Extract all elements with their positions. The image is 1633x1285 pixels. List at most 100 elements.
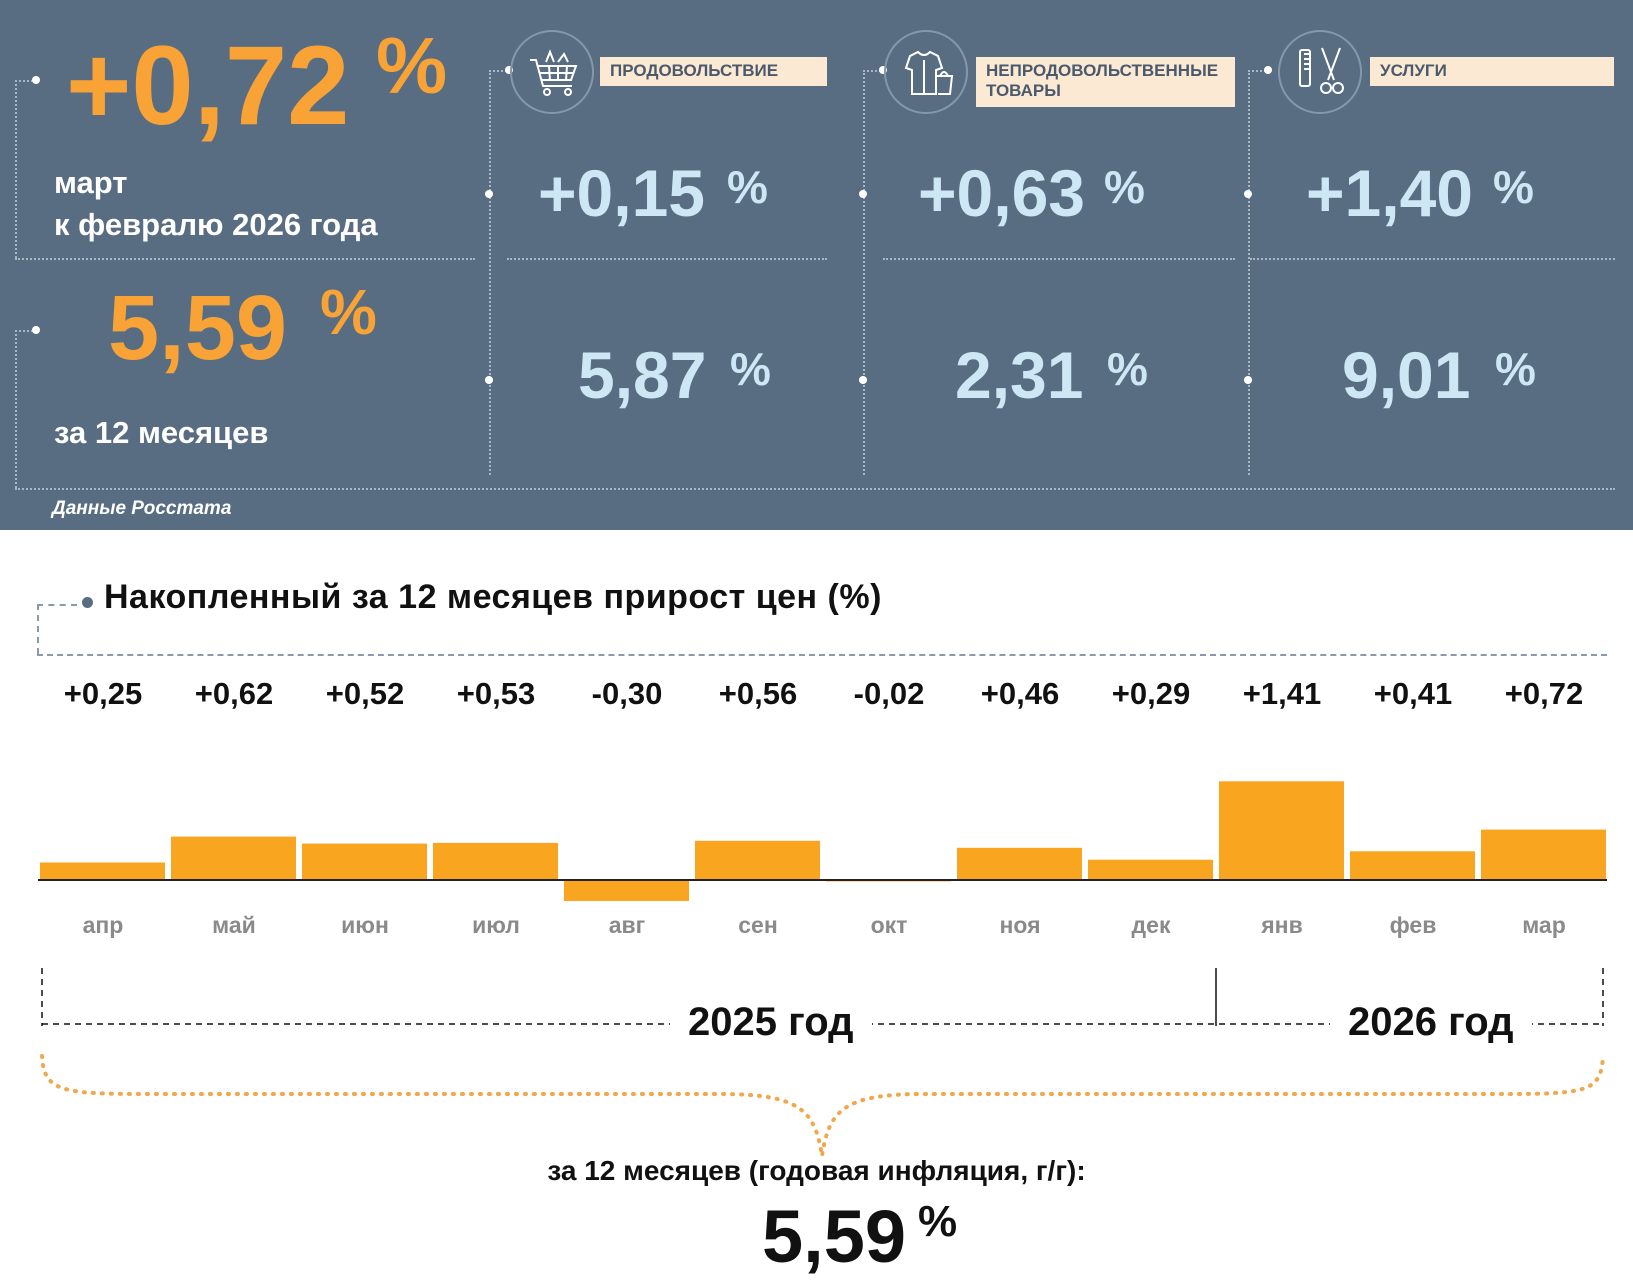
chart-frame-line [37,654,1607,656]
frame-line [1248,70,1266,72]
month-label-фев: фев [1389,912,1437,938]
value-label-апр: +0,25 [63,676,143,711]
bullet-dot [505,66,513,74]
frame-line [15,330,17,488]
summary-panel: +0,72 % март к февралю 2026 года 5,59 % … [0,0,1633,530]
frame-line [507,258,827,260]
services-annual-value: 9,01 [1342,338,1471,412]
monthly-unit: % [376,21,448,110]
category-label-nonfood: НЕПРОДОВОЛЬСТВЕННЫЕ ТОВАРЫ [976,57,1235,107]
bullet-dot [859,190,867,198]
bar-сен [695,840,820,880]
nonfood-annual-unit: % [1107,343,1148,395]
annual-inflation-value: 5,59 [762,1195,907,1278]
frame-line [15,80,17,258]
nonfood-annual-value: 2,31 [955,338,1084,412]
value-label-июл: +0,53 [456,676,536,711]
value-label-фев: +0,41 [1373,676,1453,711]
category-label-food: ПРОДОВОЛЬСТВИЕ [600,57,827,86]
value-label-авг: -0,30 [591,676,663,711]
bar-июл [433,842,558,880]
frame-line [1250,258,1615,260]
bar-мар [1481,829,1606,880]
year-bracket [40,968,1605,1157]
bullet-dot [1244,376,1252,384]
monthly-label-line2: к февралю 2026 года [54,207,378,242]
bullet-dot [485,190,493,198]
year-2026-label: 2026 год [1330,1000,1532,1045]
food-monthly-value: +0,15 [538,156,705,230]
clothes-bag-icon [884,30,968,114]
bullet-dot [859,376,867,384]
year-2025-label: 2025 год [670,1000,872,1045]
month-label-окт: окт [870,912,908,938]
frame-line [883,258,1235,260]
services-annual-unit: % [1495,343,1536,395]
month-label-янв: янв [1261,912,1303,938]
bar-ноя [957,847,1082,880]
chart-title: Накопленный за 12 месяцев прирост цен (%… [104,578,882,616]
month-label-май: май [212,912,256,938]
frame-line [15,330,37,332]
column-divider [1248,70,1250,475]
source-note: Данные Росстата [52,498,232,519]
month-label-апр: апр [82,912,124,938]
annual-inflation-label: за 12 месяцев (годовая инфляция, г/г): [547,1155,1086,1186]
month-label-июл: июл [472,912,520,938]
annual-inflation-unit: % [918,1197,958,1246]
bullet-dot [1264,66,1272,74]
annual-unit: % [320,276,377,348]
bar-янв [1219,781,1344,880]
value-label-окт: -0,02 [853,676,925,711]
monthly-label-line1: март [54,165,128,200]
nonfood-monthly-unit: % [1104,161,1145,213]
value-label-янв: +1,41 [1242,676,1322,711]
bullet-dot [485,376,493,384]
value-label-июн: +0,52 [325,676,405,711]
value-label-мар: +0,72 [1504,676,1584,711]
month-label-мар: мар [1522,912,1566,938]
bar-июн [302,843,427,880]
bar-фев [1350,851,1475,880]
frame-line [863,70,881,72]
bar-дек [1088,859,1213,880]
value-label-дек: +0,29 [1111,676,1191,711]
column-divider [489,70,491,475]
value-label-май: +0,62 [194,676,274,711]
food-annual-value: 5,87 [578,338,707,412]
comb-scissors-icon [1278,30,1362,114]
month-label-июн: июн [341,912,389,938]
title-bullet [82,597,93,608]
services-monthly-unit: % [1493,161,1534,213]
monthly-value: +0,72 [66,23,350,148]
bar-авг [564,880,689,901]
annual-label: за 12 месяцев [54,415,269,450]
bar-май [171,836,296,880]
frame-line [489,70,507,72]
bullet-dot [32,76,40,84]
frame-line [15,80,37,82]
bar-chart [38,781,1607,901]
value-label-ноя: +0,46 [980,676,1060,711]
month-label-авг: авг [608,912,646,938]
frame-line [15,258,475,260]
bar-апр [40,862,165,880]
food-monthly-unit: % [727,161,768,213]
chart-frame-line [37,604,39,654]
bullet-dot [1244,190,1252,198]
category-label-services: УСЛУГИ [1370,57,1614,86]
column-divider [863,70,865,475]
shopping-basket-icon [510,30,594,114]
chart-frame-line [37,604,77,606]
month-label-дек: дек [1131,912,1171,938]
services-monthly-value: +1,40 [1306,156,1473,230]
bullet-dot [32,326,40,334]
value-label-сен: +0,56 [718,676,798,711]
nonfood-monthly-value: +0,63 [918,156,1085,230]
bullet-dot [879,66,887,74]
month-label-ноя: ноя [999,912,1041,938]
month-label-сен: сен [738,912,778,938]
annual-value: 5,59 [108,277,288,379]
food-annual-unit: % [730,343,771,395]
frame-line [15,488,1615,490]
